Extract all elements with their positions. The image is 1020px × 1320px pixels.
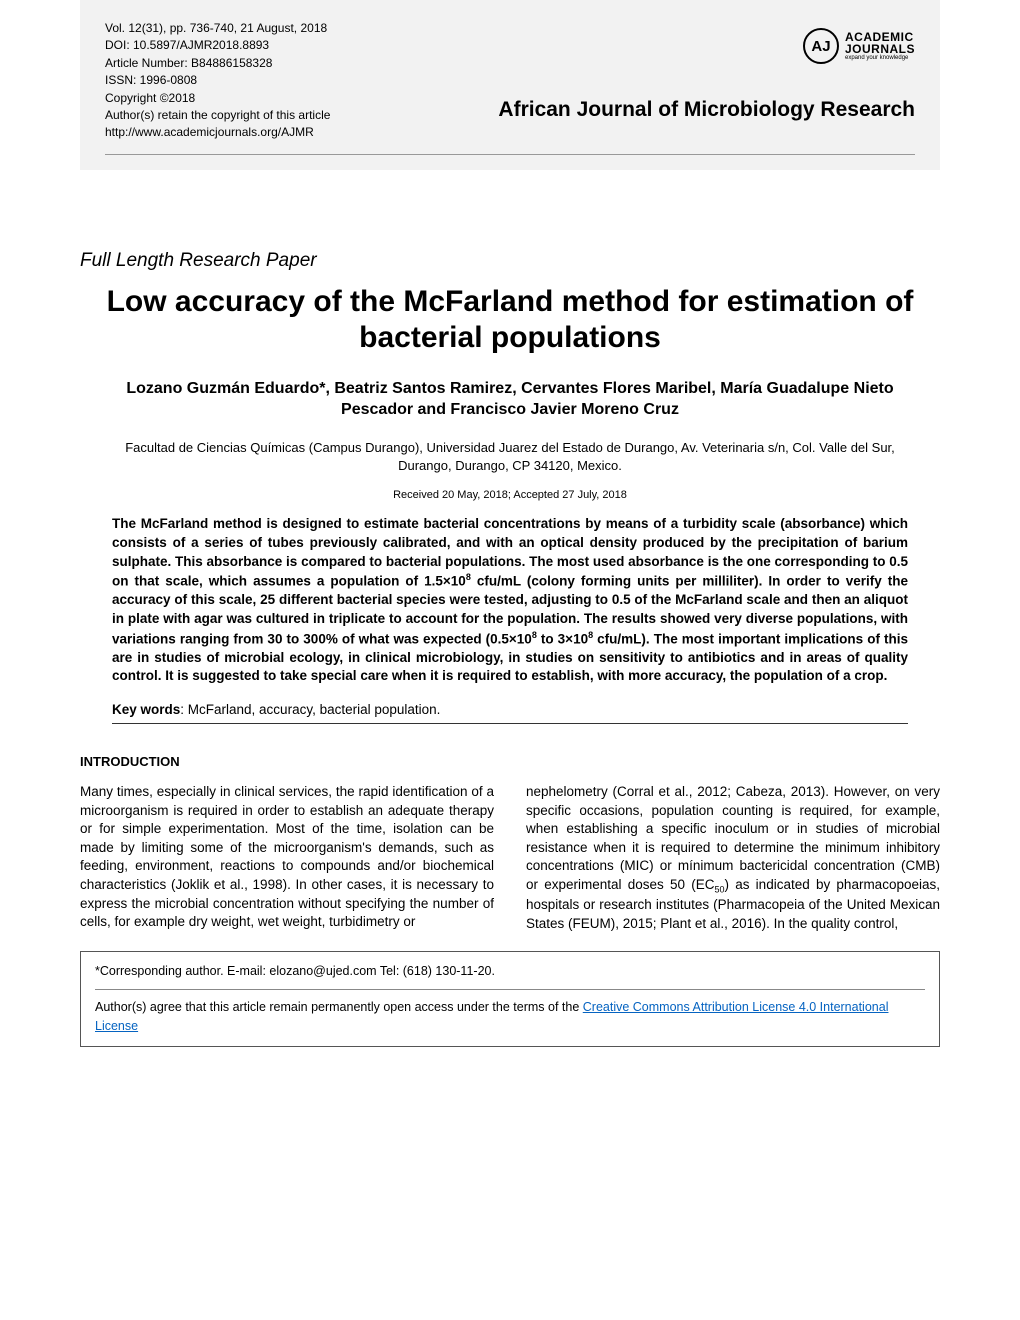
keywords-text: : McFarland, accuracy, bacterial populat… [180, 702, 440, 717]
received-accepted-dates: Received 20 May, 2018; Accepted 27 July,… [80, 489, 940, 501]
license-statement: Author(s) agree that this article remain… [95, 998, 925, 1036]
corresponding-author: *Corresponding author. E-mail: elozano@u… [95, 962, 925, 981]
footer-box: *Corresponding author. E-mail: elozano@u… [80, 951, 940, 1046]
license-pre-text: Author(s) agree that this article remain… [95, 1000, 583, 1014]
paper-type: Full Length Research Paper [80, 250, 940, 272]
logo-circle-icon: AJ [803, 28, 839, 64]
body-column-left: Many times, especially in clinical servi… [80, 783, 494, 933]
footer-divider [95, 989, 925, 990]
affiliation: Facultad de Ciencias Químicas (Campus Du… [80, 439, 940, 475]
keywords-block: Key words: McFarland, accuracy, bacteria… [80, 702, 940, 717]
body-column-right: nephelometry (Corral et al., 2012; Cabez… [526, 783, 940, 933]
header-divider [105, 154, 915, 155]
col2-part-a: nephelometry (Corral et al., 2012; Cabez… [526, 784, 940, 892]
vol-line: Vol. 12(31), pp. 736-740, 21 August, 201… [105, 20, 915, 37]
logo-text: ACADEMIC JOURNALS expand your knowledge [845, 31, 915, 61]
body-two-columns: Many times, especially in clinical servi… [80, 783, 940, 933]
abstract-part3: to 3×10 [537, 631, 588, 646]
keywords-label: Key words [112, 702, 180, 717]
abstract: The McFarland method is designed to esti… [80, 515, 940, 686]
article-number: Article Number: B84886158328 [105, 55, 915, 72]
doi-line: DOI: 10.5897/AJMR2018.8893 [105, 37, 915, 54]
authors: Lozano Guzmán Eduardo*, Beatriz Santos R… [80, 378, 940, 421]
publisher-logo: AJ ACADEMIC JOURNALS expand your knowled… [803, 28, 915, 64]
keywords-divider [112, 723, 908, 724]
article-title: Low accuracy of the McFarland method for… [80, 284, 940, 356]
journal-title: African Journal of Microbiology Research [498, 98, 915, 122]
logo-main-2: JOURNALS [845, 43, 915, 55]
col2-subscript: 50 [714, 885, 724, 895]
meta-block: Vol. 12(31), pp. 736-740, 21 August, 201… [105, 20, 915, 142]
header-box: Vol. 12(31), pp. 736-740, 21 August, 201… [80, 0, 940, 170]
section-heading-introduction: INTRODUCTION [80, 754, 940, 769]
logo-tagline: expand your knowledge [845, 55, 915, 61]
logo-initials: AJ [811, 38, 830, 55]
url-line: http://www.academicjournals.org/AJMR [105, 124, 915, 141]
issn-line: ISSN: 1996-0808 [105, 72, 915, 89]
